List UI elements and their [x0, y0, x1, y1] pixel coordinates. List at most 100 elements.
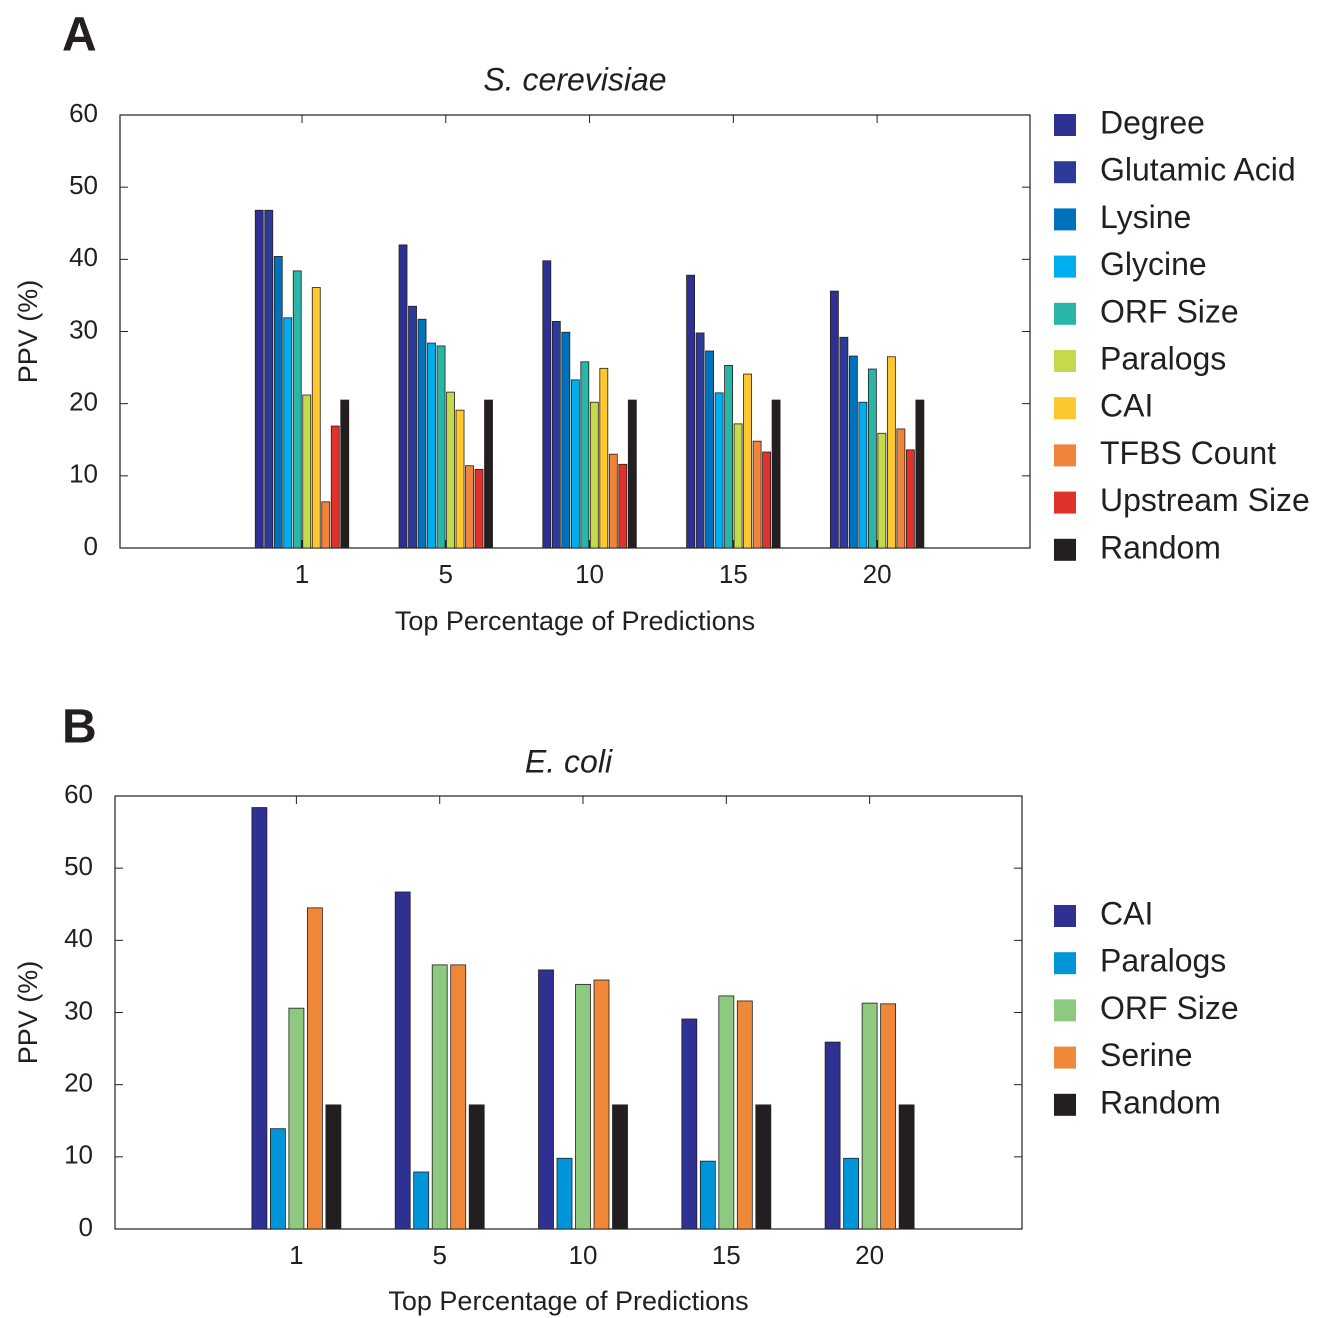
y-tick-label: 10: [69, 459, 98, 489]
bar: [474, 468, 484, 549]
legend-label: ORF Size: [1100, 293, 1239, 329]
legend-swatch: [1054, 491, 1076, 514]
legend-label: Glycine: [1100, 246, 1207, 282]
x-tick-label: 20: [855, 1240, 884, 1270]
x-tick-label: 20: [863, 559, 892, 589]
bar: [896, 428, 906, 549]
bar: [905, 449, 915, 549]
bar: [681, 1018, 698, 1230]
legend-label: Paralogs: [1100, 340, 1226, 376]
bar: [575, 983, 591, 1230]
legend-label: TFBS Count: [1100, 435, 1276, 471]
bar: [915, 399, 925, 549]
bar: [446, 391, 455, 549]
chart-title: S. cerevisiae: [483, 61, 666, 97]
bar: [580, 361, 590, 549]
y-tick-label: 20: [69, 387, 98, 417]
legend-label: Glutamic Acid: [1100, 152, 1296, 188]
y-tick-label: 50: [64, 851, 93, 881]
y-axis-label: PPV (%): [13, 280, 43, 384]
bar: [431, 964, 448, 1230]
bar: [848, 355, 858, 549]
legend-swatch: [1054, 1046, 1076, 1069]
bar: [898, 1104, 915, 1230]
bar: [886, 356, 896, 549]
y-tick-label: 0: [84, 531, 98, 561]
legend-label: ORF Size: [1100, 990, 1239, 1026]
x-tick-label: 10: [569, 1240, 598, 1270]
y-axis-label: PPV (%): [13, 961, 43, 1065]
bar: [858, 401, 868, 549]
bar: [468, 1104, 485, 1230]
y-tick-label: 10: [64, 1140, 93, 1170]
bar: [408, 305, 417, 549]
bar: [824, 1041, 841, 1230]
legend-swatch: [1054, 302, 1076, 325]
x-tick-label: 1: [289, 1240, 303, 1270]
y-tick-label: 0: [79, 1212, 93, 1242]
legend-swatch: [1054, 999, 1076, 1022]
bar: [455, 409, 465, 549]
x-tick-label: 5: [439, 559, 453, 589]
bar: [705, 350, 714, 549]
bar: [325, 1104, 342, 1230]
panel-label: A: [62, 9, 97, 62]
bar: [593, 979, 610, 1230]
legend-swatch: [1054, 255, 1076, 278]
bar: [699, 1160, 716, 1230]
bar: [867, 368, 877, 549]
bar: [762, 451, 771, 549]
legend-label: Random: [1100, 1084, 1221, 1120]
bar: [724, 365, 733, 549]
bar: [269, 1128, 286, 1230]
bar: [608, 453, 618, 549]
bar: [880, 1003, 897, 1230]
legend-label: Upstream Size: [1100, 482, 1310, 518]
bar: [251, 807, 268, 1230]
legend-label: CAI: [1100, 388, 1153, 424]
bar: [612, 1104, 628, 1230]
bar: [427, 342, 436, 549]
bar: [714, 392, 724, 549]
y-tick-label: 30: [64, 995, 93, 1025]
bar: [743, 373, 752, 549]
bar: [398, 244, 408, 549]
bar: [302, 394, 312, 549]
bar: [627, 399, 637, 549]
x-tick-label: 15: [719, 559, 748, 589]
legend-label: CAI: [1100, 895, 1153, 931]
bar: [599, 367, 609, 549]
bar: [450, 964, 467, 1230]
legend-label: Paralogs: [1100, 943, 1226, 979]
bar: [755, 1104, 772, 1230]
legend-swatch: [1054, 1093, 1076, 1116]
legend-swatch: [1054, 538, 1076, 561]
bar: [413, 1171, 430, 1230]
bar: [273, 256, 283, 549]
bar: [733, 423, 743, 549]
chart-title: E. coli: [525, 743, 613, 779]
bar: [254, 209, 264, 549]
y-tick-label: 40: [64, 923, 93, 953]
bar: [861, 1002, 878, 1230]
legend-swatch: [1054, 161, 1076, 184]
legend-swatch: [1054, 114, 1076, 136]
bar: [771, 399, 781, 549]
bar: [843, 1157, 860, 1230]
legend-label: Random: [1100, 529, 1221, 565]
bar: [292, 270, 302, 549]
bar: [556, 1157, 573, 1230]
legend-swatch: [1054, 350, 1076, 372]
y-tick-label: 60: [69, 98, 98, 128]
x-tick-label: 10: [575, 559, 604, 589]
legend-swatch: [1054, 444, 1076, 467]
y-tick-label: 20: [64, 1068, 93, 1098]
bar: [340, 399, 350, 549]
bar: [465, 465, 474, 549]
bar: [551, 320, 561, 549]
bar: [306, 907, 323, 1230]
bar: [736, 1000, 753, 1230]
bar: [283, 317, 293, 549]
bar: [264, 209, 274, 549]
